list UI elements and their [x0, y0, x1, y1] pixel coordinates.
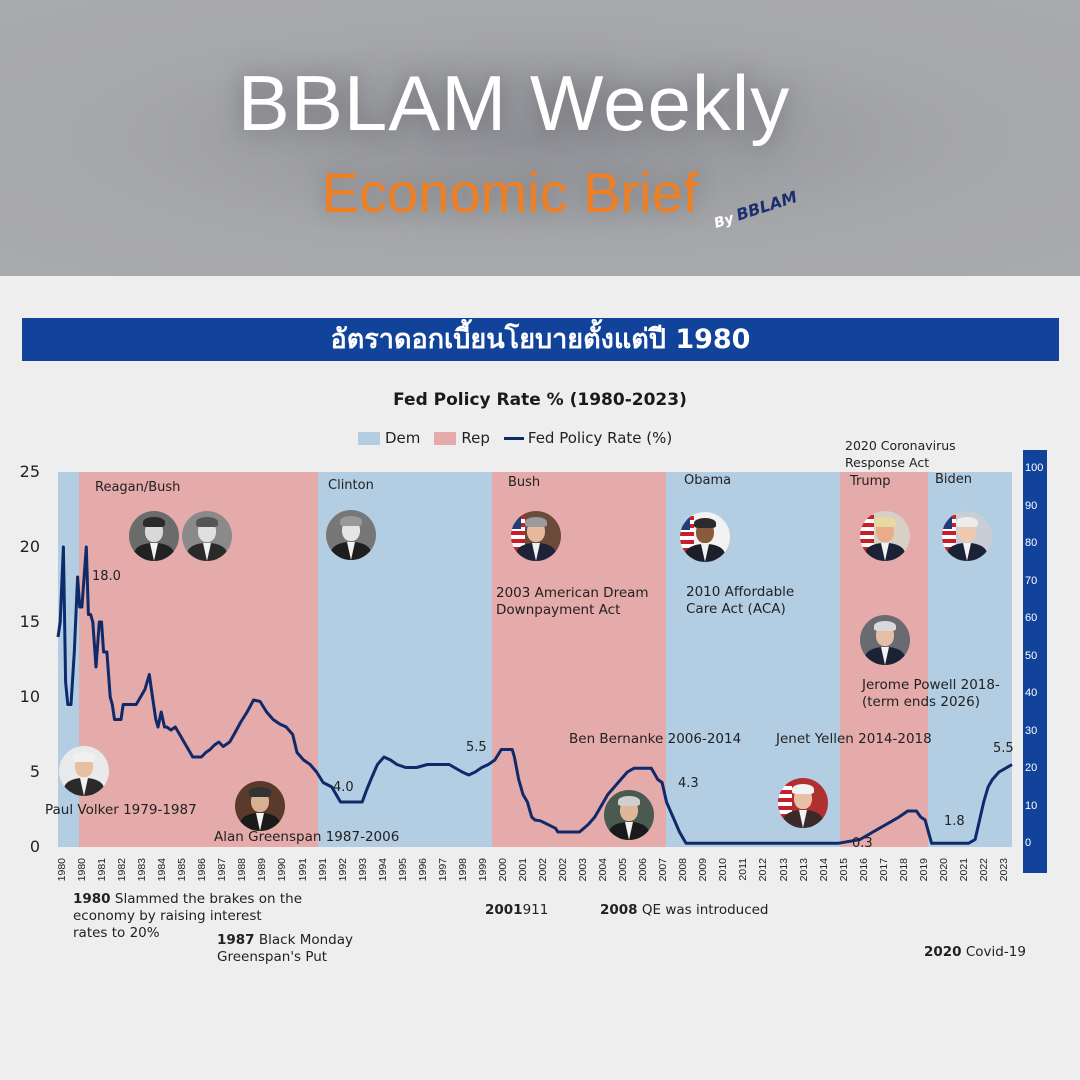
- fed-chair-bernanke: Ben Bernanke 2006-2014: [569, 731, 742, 747]
- chart-title: Fed Policy Rate % (1980-2023): [393, 390, 687, 410]
- event-text: QE was introduced: [641, 902, 769, 918]
- portrait-yellen: [778, 778, 828, 828]
- data-label-5-5-2000: 5.5: [466, 740, 487, 755]
- portrait-clinton: [326, 510, 376, 560]
- y2-tick-30: 30: [1025, 725, 1038, 737]
- annotation-2010-aca: 2010 Affordable Care Act (ACA): [686, 584, 794, 618]
- annotation-line: 2010 Affordable: [686, 584, 795, 600]
- fed-chair-powell: Jerome Powell 2018- (term ends 2026): [862, 677, 1000, 711]
- dem-swatch: [358, 431, 380, 445]
- portrait-powell: [860, 615, 910, 665]
- event-text: economy by raising interest: [73, 908, 262, 924]
- annotation-line: Jerome Powell 2018-: [862, 677, 1000, 693]
- event-text: rates to 20%: [73, 925, 160, 941]
- event-text: Greenspan's Put: [217, 949, 328, 965]
- newsletter-title: BBLAM Weekly: [237, 59, 791, 147]
- y-tick-0: 0: [29, 837, 40, 856]
- y-tick-10: 10: [19, 687, 40, 706]
- portrait-biden: [942, 511, 992, 561]
- portrait-reagan: [129, 511, 179, 561]
- president-label-clinton: Clinton: [328, 478, 374, 493]
- legend-item-line: Fed Policy Rate (%): [503, 429, 673, 447]
- fed-chair-yellen: Jenet Yellen 2014-2018: [776, 731, 932, 747]
- president-label-trump: Trump: [850, 474, 891, 489]
- y-tick-25: 25: [19, 462, 40, 481]
- event-year: 2008: [600, 902, 638, 918]
- y2-tick-80: 80: [1025, 537, 1038, 549]
- data-label-18-0: 18.0: [92, 569, 121, 584]
- portrait-bush-jr: [511, 511, 561, 561]
- event-text: Slammed the brakes on the: [114, 891, 303, 907]
- portrait-obama: [680, 512, 730, 562]
- legend-label-line: Fed Policy Rate (%): [527, 429, 673, 447]
- y2-tick-0: 0: [1025, 837, 1032, 849]
- chart-legend: Dem Rep Fed Policy Rate (%): [358, 429, 686, 447]
- y2-tick-60: 60: [1025, 612, 1038, 624]
- y2-tick-100: 100: [1025, 462, 1044, 474]
- annotation-2020-coronavirus-act: 2020 Coronavirus Response Act: [845, 437, 956, 471]
- annotation-line: (term ends 2026): [862, 694, 980, 710]
- event-text: 911: [522, 902, 549, 918]
- data-label-5-5-2023: 5.5: [993, 741, 1014, 756]
- annotation-line: 2003 American Dream: [496, 585, 649, 601]
- annotation-2003-act: 2003 American Dream Downpayment Act: [496, 585, 649, 619]
- legend-item-dem: Dem: [358, 429, 420, 447]
- y2-tick-10: 10: [1025, 800, 1038, 812]
- fed-rate-line: [56, 545, 1013, 845]
- annotation-line: 2020 Coronavirus: [845, 438, 956, 453]
- y2-tick-50: 50: [1025, 650, 1038, 662]
- fed-chair-greenspan: Alan Greenspan 1987-2006: [214, 829, 400, 845]
- event-text: Covid-19: [965, 944, 1026, 960]
- y-tick-20: 20: [19, 537, 40, 556]
- event-text: Black Monday: [258, 932, 353, 948]
- data-label-1-8: 1.8: [944, 814, 965, 829]
- event-year: 1987: [217, 932, 255, 948]
- event-2008: 2008 QE was introduced: [600, 902, 769, 919]
- event-year: 1980: [73, 891, 111, 907]
- secondary-axis-bar: [1023, 450, 1047, 873]
- annotation-line: Care Act (ACA): [686, 601, 786, 617]
- y2-tick-90: 90: [1025, 500, 1038, 512]
- president-label-bush: Bush: [508, 475, 541, 490]
- legend-label-dem: Dem: [385, 429, 421, 447]
- legend-item-rep: Rep: [434, 429, 490, 447]
- rep-swatch: [434, 431, 457, 445]
- y2-tick-70: 70: [1025, 575, 1038, 587]
- y2-tick-40: 40: [1025, 687, 1038, 699]
- president-label-biden: Biden: [935, 472, 973, 487]
- legend-label-rep: Rep: [461, 429, 490, 447]
- data-label-4-3: 4.3: [678, 776, 699, 791]
- fed-chair-volker: Paul Volker 1979-1987: [45, 802, 197, 818]
- portrait-bernanke: [604, 790, 654, 840]
- annotation-line: Downpayment Act: [496, 602, 621, 618]
- event-year: 2020: [924, 944, 962, 960]
- president-label-reagan-bush: Reagan/Bush: [95, 480, 181, 495]
- portrait-trump: [860, 511, 910, 561]
- president-label-obama: Obama: [684, 473, 732, 488]
- event-1987: 1987 Black Monday Greenspan's Put: [217, 932, 353, 966]
- annotation-line: Response Act: [845, 455, 930, 470]
- section-banner: อัตราดอกเบี้ยนโยบายตั้งแต่ปี 1980: [22, 318, 1059, 361]
- event-2020: 2020 Covid-19: [924, 944, 1026, 961]
- data-label-0-3: 0.3: [852, 836, 873, 851]
- portrait-greenspan: [235, 781, 285, 831]
- event-year: 2001: [485, 902, 523, 918]
- y2-tick-20: 20: [1025, 762, 1038, 774]
- data-label-4-0: 4.0: [333, 780, 354, 795]
- y-tick-15: 15: [19, 612, 40, 631]
- event-2001: 2001911: [485, 902, 548, 919]
- y-tick-5: 5: [29, 762, 40, 781]
- newsletter-subtitle: Economic Brief: [321, 161, 699, 224]
- portrait-volker: [59, 746, 109, 796]
- event-1980: 1980 Slammed the brakes on the economy b…: [73, 891, 302, 942]
- portrait-bush-sr: [182, 511, 232, 561]
- header-banner: BBLAM Weekly Economic Brief ByBBLAM: [0, 0, 1080, 276]
- line-swatch: [503, 436, 524, 440]
